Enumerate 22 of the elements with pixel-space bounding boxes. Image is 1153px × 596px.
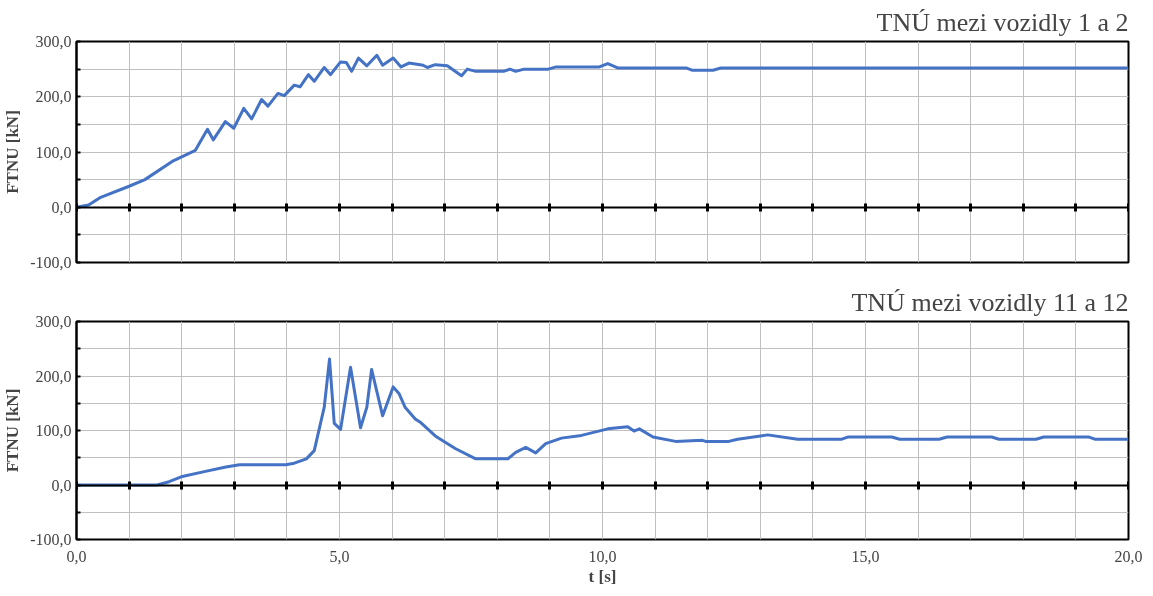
line-series: [76, 357, 1129, 487]
x-tick-label: 15,0: [851, 547, 880, 565]
chart-title: TNÚ mezi vozidly 11 a 12: [851, 287, 1129, 317]
x-tick-label: 5,0: [329, 547, 350, 565]
x-tick-label: 20,0: [1114, 547, 1143, 565]
y-tick-label: 300,0: [35, 313, 72, 330]
chart-title: TNÚ mezi vozidly 1 a 2: [876, 7, 1129, 37]
y-tick-label: 200,0: [35, 88, 72, 106]
y-tick-label: -100,0: [30, 254, 72, 271]
y-tick-label: -100,0: [30, 531, 72, 548]
y-tick-label: 300,0: [35, 33, 72, 50]
line-series: [76, 53, 1129, 209]
x-tick-label: 0,0: [66, 547, 87, 565]
y-tick-label: 200,0: [35, 367, 72, 385]
y-tick-label: 100,0: [35, 422, 72, 439]
y-tick-label: 0,0: [51, 476, 72, 494]
y-tick-label: 100,0: [35, 143, 72, 161]
x-tick-label: 10,0: [588, 547, 617, 565]
y-axis-title: FTNU [kN]: [3, 388, 23, 473]
y-axis-title: FTNU [kN]: [3, 110, 23, 194]
x-axis-title: t [s]: [588, 566, 617, 586]
y-tick-label: 0,0: [51, 198, 72, 216]
